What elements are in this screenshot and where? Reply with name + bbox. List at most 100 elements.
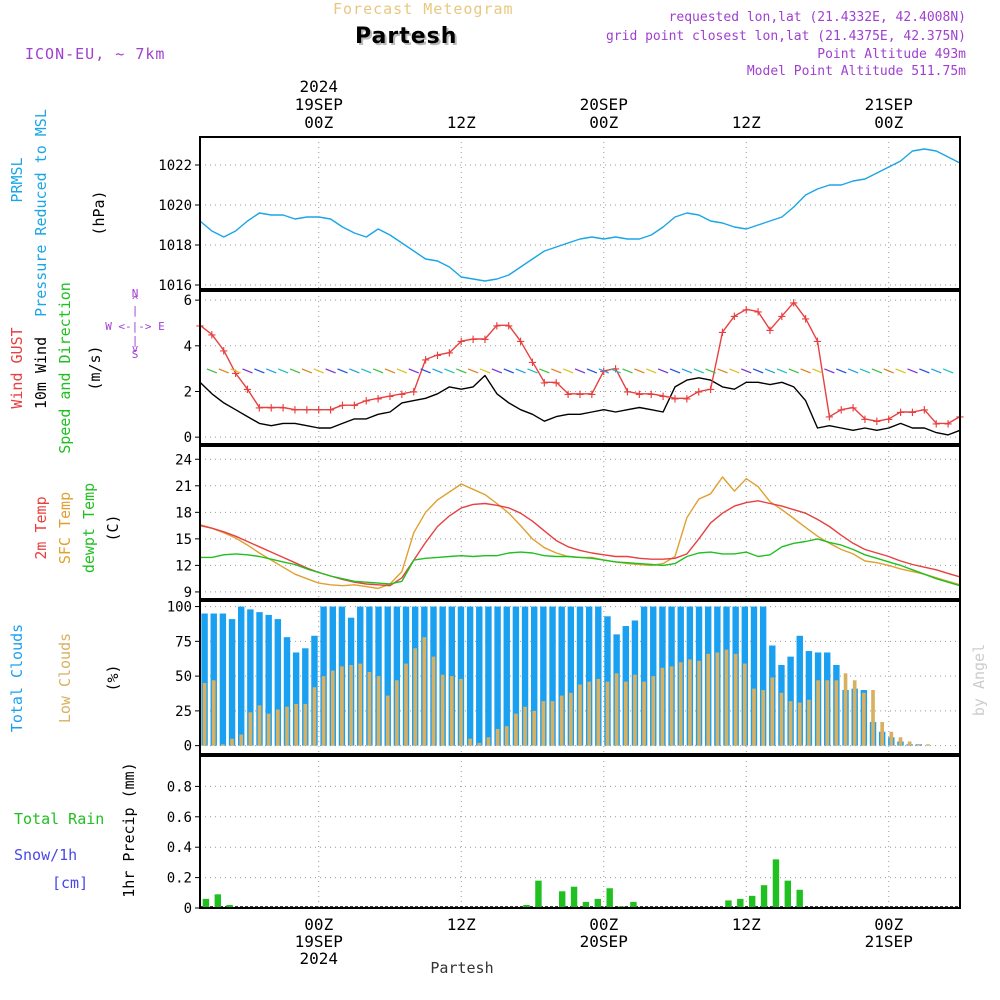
gust-marker: + — [801, 311, 809, 327]
gust-marker: + — [243, 382, 251, 398]
low-cloud-bar — [330, 670, 335, 746]
gust-marker: + — [730, 309, 738, 325]
wind-arrow — [551, 368, 562, 374]
gust-marker: + — [932, 416, 940, 432]
wind-arrow — [693, 368, 704, 374]
low-cloud-bar — [285, 706, 289, 746]
low-cloud-bar — [239, 734, 244, 746]
wind-arrow — [574, 368, 586, 374]
panel-label: SFC Temp — [56, 492, 74, 564]
time-label-top: 00Z — [589, 113, 618, 132]
wind-arrow — [646, 368, 657, 374]
gust-marker: + — [552, 375, 560, 391]
low-cloud-bar — [468, 738, 472, 746]
gust-marker: + — [813, 334, 821, 350]
low-cloud-bar — [559, 695, 564, 746]
wind-arrow — [788, 368, 799, 374]
wind-arrow — [871, 368, 883, 374]
wind-arrow — [859, 368, 871, 374]
low-cloud-bar — [358, 663, 363, 746]
time-label-bottom: 12Z — [447, 915, 476, 934]
wind-arrow — [824, 368, 835, 374]
low-cloud-bar — [422, 637, 427, 746]
panel-label: Speed and Direction — [56, 282, 74, 454]
wind-arrow — [242, 368, 253, 374]
wind-arrow — [919, 368, 930, 374]
low-cloud-bar — [276, 709, 280, 746]
wind-arrow — [325, 368, 336, 374]
compass-label: v — [132, 342, 139, 355]
y-tick-label: 1020 — [158, 198, 192, 214]
wind-arrow — [895, 368, 906, 374]
watermark: by Angel — [970, 644, 988, 716]
rain-bar — [214, 894, 222, 908]
wind-arrow — [479, 368, 491, 374]
gust-marker: + — [742, 302, 750, 318]
wind-arrow — [515, 368, 526, 374]
total-cloud-bar — [485, 606, 492, 746]
wind-arrow — [776, 368, 788, 374]
gust-marker: + — [790, 295, 798, 311]
low-cloud-bar — [724, 649, 729, 746]
gust-marker: + — [362, 394, 370, 410]
low-cloud-bar — [715, 652, 720, 746]
low-cloud-bar — [834, 680, 839, 746]
low-cloud-bar — [807, 699, 811, 746]
low-cloud-bar — [211, 680, 216, 746]
rain-bar — [630, 901, 637, 908]
gust-marker: + — [386, 389, 394, 405]
low-cloud-bar — [843, 673, 848, 746]
low-cloud-bar — [605, 681, 610, 746]
low-cloud-bar — [440, 674, 445, 746]
gust-marker: + — [908, 405, 916, 421]
y-axis-label: (C) — [104, 514, 122, 541]
time-label-bottom: 00Z — [589, 915, 618, 934]
wind-arrow — [669, 368, 681, 374]
gust-marker: + — [457, 334, 465, 350]
wind-arrow — [562, 368, 574, 374]
total-cloud-bar — [494, 606, 501, 746]
panel-label: Pressure Reduced to MSL — [32, 109, 50, 317]
gust-marker: + — [481, 332, 489, 348]
gust-marker: + — [944, 416, 952, 432]
low-cloud-bar — [733, 653, 738, 746]
wind-arrow — [396, 368, 408, 374]
gust-marker: + — [671, 391, 679, 407]
gust-marker: + — [445, 346, 453, 362]
pressure-line — [199, 148, 961, 282]
low-cloud-bar — [852, 680, 857, 746]
low-cloud-bar — [898, 737, 903, 746]
compass-label: W <-|-> E — [105, 320, 165, 333]
gust-marker: + — [683, 391, 691, 407]
low-cloud-bar — [862, 692, 866, 746]
wind-arrow — [349, 368, 360, 374]
low-cloud-bar — [532, 710, 537, 746]
low-cloud-bar — [303, 703, 308, 746]
wind-arrow — [337, 368, 348, 374]
gust-marker: + — [659, 389, 667, 405]
total-cloud-bar — [228, 619, 236, 746]
gust-marker: + — [873, 414, 881, 430]
wind-arrow — [372, 368, 384, 374]
wind-arrow — [444, 368, 455, 374]
gust-marker: + — [588, 387, 596, 403]
precip-legend-label: [cm] — [52, 874, 88, 892]
low-cloud-bar — [569, 692, 573, 746]
total-cloud-bar — [521, 606, 529, 746]
gust-marker: + — [208, 327, 216, 343]
gust-marker: + — [433, 348, 441, 364]
low-cloud-bar — [871, 690, 875, 746]
precip-legend-label: Total Rain — [14, 810, 104, 828]
rain-bar — [570, 886, 578, 908]
total-cloud-bar — [201, 613, 208, 746]
wind-arrow — [218, 368, 229, 374]
total-cloud-bar — [210, 613, 217, 746]
gust-marker: + — [326, 403, 334, 419]
total-cloud-bar — [302, 648, 309, 746]
low-cloud-bar — [321, 676, 326, 746]
low-cloud-bar — [669, 666, 674, 746]
time-label-top: 00Z — [874, 113, 903, 132]
y-tick-label: 0 — [184, 430, 192, 446]
y-tick-label: 1022 — [158, 158, 192, 174]
wind-arrow — [361, 368, 372, 374]
